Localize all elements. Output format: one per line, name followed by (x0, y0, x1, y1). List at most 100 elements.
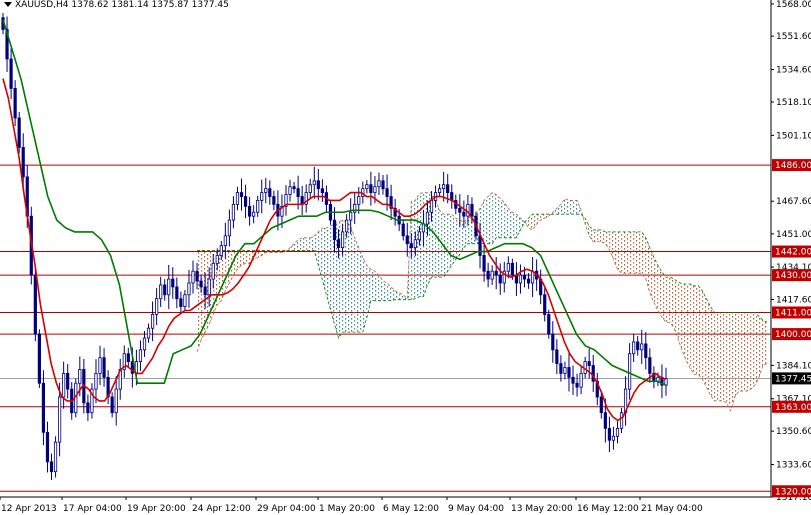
cloud-segment (399, 292, 404, 300)
cloud-segment (758, 316, 764, 378)
cloud-segment (524, 218, 529, 228)
cloud-segment (556, 204, 561, 215)
cloud-segment (544, 214, 549, 219)
candle-body (272, 196, 276, 205)
candle-body (567, 367, 571, 378)
cloud-segment (528, 214, 533, 230)
candle-body (526, 278, 531, 284)
candle-body (57, 396, 62, 443)
close-value: 1377.45 (191, 0, 229, 10)
candle-body (357, 196, 361, 205)
x-tick-label: 29 Apr 04:00 (257, 504, 316, 514)
cloud-segment (649, 247, 654, 303)
candle-body (49, 461, 54, 473)
cloud-segment (568, 200, 574, 215)
candle-body (94, 372, 98, 390)
candle-body (207, 278, 211, 296)
candle-body (187, 282, 191, 296)
candle-body (304, 192, 308, 205)
y-tick-label: 1551.60 (776, 32, 811, 42)
candle-body (280, 205, 284, 217)
candle-body (518, 274, 523, 284)
cloud-segment (277, 250, 282, 253)
candle-body (393, 207, 397, 217)
candle-body (458, 207, 462, 213)
level-label: 1442.00 (775, 248, 811, 258)
cloud-segment (326, 225, 331, 310)
cloud-segment (754, 312, 759, 386)
y-tick-label: 1501.10 (776, 131, 811, 141)
candle-body (21, 146, 25, 178)
level-label: 1363.00 (775, 403, 811, 413)
candle-body (389, 196, 393, 209)
cloud-segment (629, 231, 634, 274)
candle-body (264, 188, 268, 193)
price-axis: 1568.00 1551.60 1534.60 1518.10 1501.10 1467.… (770, 0, 811, 515)
candle-body (284, 194, 288, 207)
candle-body (296, 188, 300, 197)
candle-body (320, 188, 324, 193)
x-tick-label: 9 May 04:00 (448, 504, 504, 514)
candle-body (438, 188, 442, 193)
y-tick-label: 1317.10 (776, 493, 811, 503)
cloud-segment (722, 312, 727, 403)
cloud-segment (431, 192, 436, 278)
cloud-segment (387, 282, 392, 301)
candle-body (114, 388, 118, 414)
candle-body (223, 235, 227, 247)
cloud-segment (577, 200, 582, 215)
level-label-bg (772, 328, 811, 341)
cloud-segment (714, 312, 719, 401)
candle-body (191, 270, 195, 284)
cloud-segment (302, 237, 307, 251)
candle-body (102, 357, 106, 378)
cloud-segment (504, 202, 509, 238)
candle-body (183, 294, 187, 307)
level-label: 1430.00 (775, 271, 811, 281)
candle-body (442, 184, 446, 190)
candle-body (231, 203, 236, 221)
cloud-segment (265, 250, 270, 253)
cloud-segment (653, 257, 658, 311)
cloud-segment (674, 279, 679, 339)
candle-body (615, 428, 620, 437)
candlesticks (1, 12, 668, 480)
chart-header: XAUUSD,H4 1378.62 1381.14 1375.87 1377.4… (4, 0, 229, 10)
candle-body (425, 211, 430, 225)
y-tick-label: 1333.60 (776, 461, 811, 471)
chart-menu-triangle-icon[interactable] (4, 2, 12, 7)
cloud-segment (391, 286, 396, 301)
candle-body (514, 274, 519, 284)
candle-body (110, 396, 114, 414)
cloud-segment (763, 320, 768, 366)
cloud-segment (512, 212, 517, 238)
cloud-segment (306, 237, 311, 251)
cloud-segment (718, 312, 723, 401)
cloud-segment (310, 235, 315, 251)
candle-body (53, 441, 58, 473)
senkou-span-b (197, 213, 768, 339)
y-tick-label: 1384.10 (776, 361, 811, 371)
x-tick-label: 6 May 12:00 (383, 504, 439, 514)
cloud-segment (742, 312, 747, 392)
candle-body (138, 349, 143, 362)
cloud-segment (496, 194, 501, 238)
candle-body (502, 270, 506, 284)
candle-body (5, 29, 9, 60)
candle-body (490, 270, 494, 280)
cloud-segment (601, 229, 606, 244)
candle-body (494, 270, 498, 276)
cloud-segment (362, 257, 367, 333)
cloud-segment (346, 222, 351, 333)
cloud-segment (746, 312, 751, 392)
candle-body (547, 314, 551, 335)
level-label-bg (772, 400, 811, 413)
cloud-segment (500, 198, 505, 238)
x-tick-label: 12 Apr 2013 (1, 504, 57, 514)
candle-body (62, 372, 66, 398)
candle-body (522, 274, 527, 280)
cloud-segment (330, 224, 335, 325)
candle-body (373, 186, 377, 193)
candle-body (405, 235, 409, 245)
